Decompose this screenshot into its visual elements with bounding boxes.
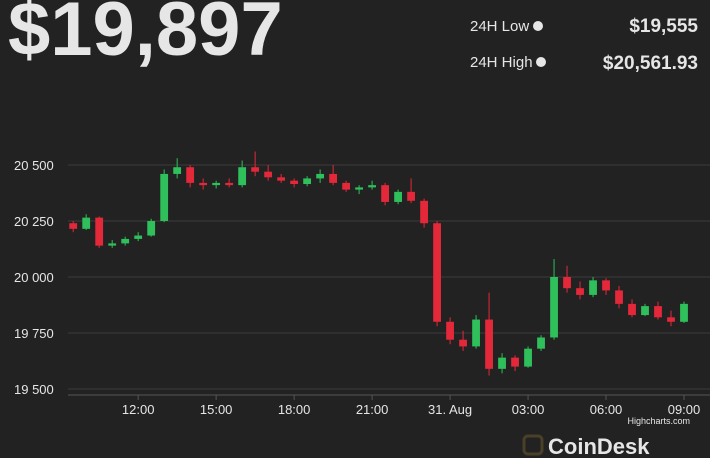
candle-body — [69, 223, 78, 229]
high-value: $20,561.93 — [603, 53, 698, 74]
x-tick-label: 03:00 — [512, 402, 545, 417]
candle-body — [602, 280, 610, 291]
candle-body — [329, 173, 338, 183]
candle-body — [407, 191, 415, 201]
candle-body — [589, 280, 597, 295]
candle-body — [498, 357, 506, 369]
info-icon[interactable] — [536, 57, 546, 67]
candle-body — [641, 306, 649, 316]
candle-body — [485, 319, 493, 369]
candle-body — [446, 321, 454, 340]
y-tick-label: 20 250 — [14, 214, 54, 229]
candle-body — [550, 276, 558, 338]
candle-body — [654, 306, 662, 318]
x-tick-label: 21:00 — [356, 402, 389, 417]
candle-body — [316, 173, 325, 179]
y-tick-label: 19 750 — [14, 326, 54, 341]
candle-body — [394, 191, 402, 202]
low-value: $19,555 — [629, 16, 698, 37]
candle-body — [615, 290, 623, 304]
candle-body — [433, 223, 441, 322]
candle-body — [576, 288, 584, 295]
candle-body — [160, 173, 169, 221]
x-tick-label: 09:00 — [668, 402, 701, 417]
info-icon[interactable] — [533, 21, 543, 31]
candle-body — [277, 177, 286, 181]
candle-body — [511, 357, 519, 367]
candle-body — [667, 317, 675, 322]
candle-body — [95, 217, 104, 246]
candle-body — [680, 303, 688, 322]
candle-body — [173, 167, 182, 174]
y-tick-label: 19 500 — [14, 382, 54, 397]
candle-body — [420, 200, 428, 224]
candle-body — [147, 220, 156, 236]
candle-body — [290, 180, 299, 185]
candle-body — [472, 319, 480, 347]
logo-icon — [522, 434, 544, 456]
low-label: 24H Low — [470, 18, 529, 35]
y-tick-label: 20 000 — [14, 270, 54, 285]
candle-body — [212, 182, 221, 186]
candle-body — [134, 235, 143, 239]
x-tick-label: 06:00 — [590, 402, 623, 417]
x-tick-label: 18:00 — [278, 402, 311, 417]
candle-body — [381, 185, 389, 202]
candle-body — [368, 185, 377, 188]
candle-body — [82, 217, 91, 229]
candle-body — [524, 348, 532, 367]
candle-body — [563, 276, 571, 289]
high-label: 24H High — [470, 54, 533, 71]
candle-body — [459, 339, 467, 347]
candle-body — [355, 187, 364, 190]
candle-body — [121, 238, 130, 244]
candle-body — [264, 171, 273, 178]
candle-body — [342, 182, 351, 190]
y-tick-label: 20 500 — [14, 158, 54, 173]
x-tick-label: 31. Aug — [428, 402, 472, 417]
candle-body — [628, 303, 636, 316]
credits[interactable]: Highcharts.com — [627, 416, 690, 426]
candle-body — [537, 337, 545, 349]
candle-body — [238, 167, 247, 186]
candle-body — [303, 178, 312, 185]
logo: CoinDesk — [548, 434, 650, 458]
candle-body — [251, 167, 260, 172]
candle-body — [108, 243, 117, 246]
candle-body — [186, 167, 195, 183]
current-price: $19,897 — [8, 0, 283, 72]
x-tick-label: 15:00 — [200, 402, 233, 417]
candle-body — [199, 182, 208, 186]
candle-body — [225, 182, 234, 186]
x-tick-label: 12:00 — [122, 402, 155, 417]
